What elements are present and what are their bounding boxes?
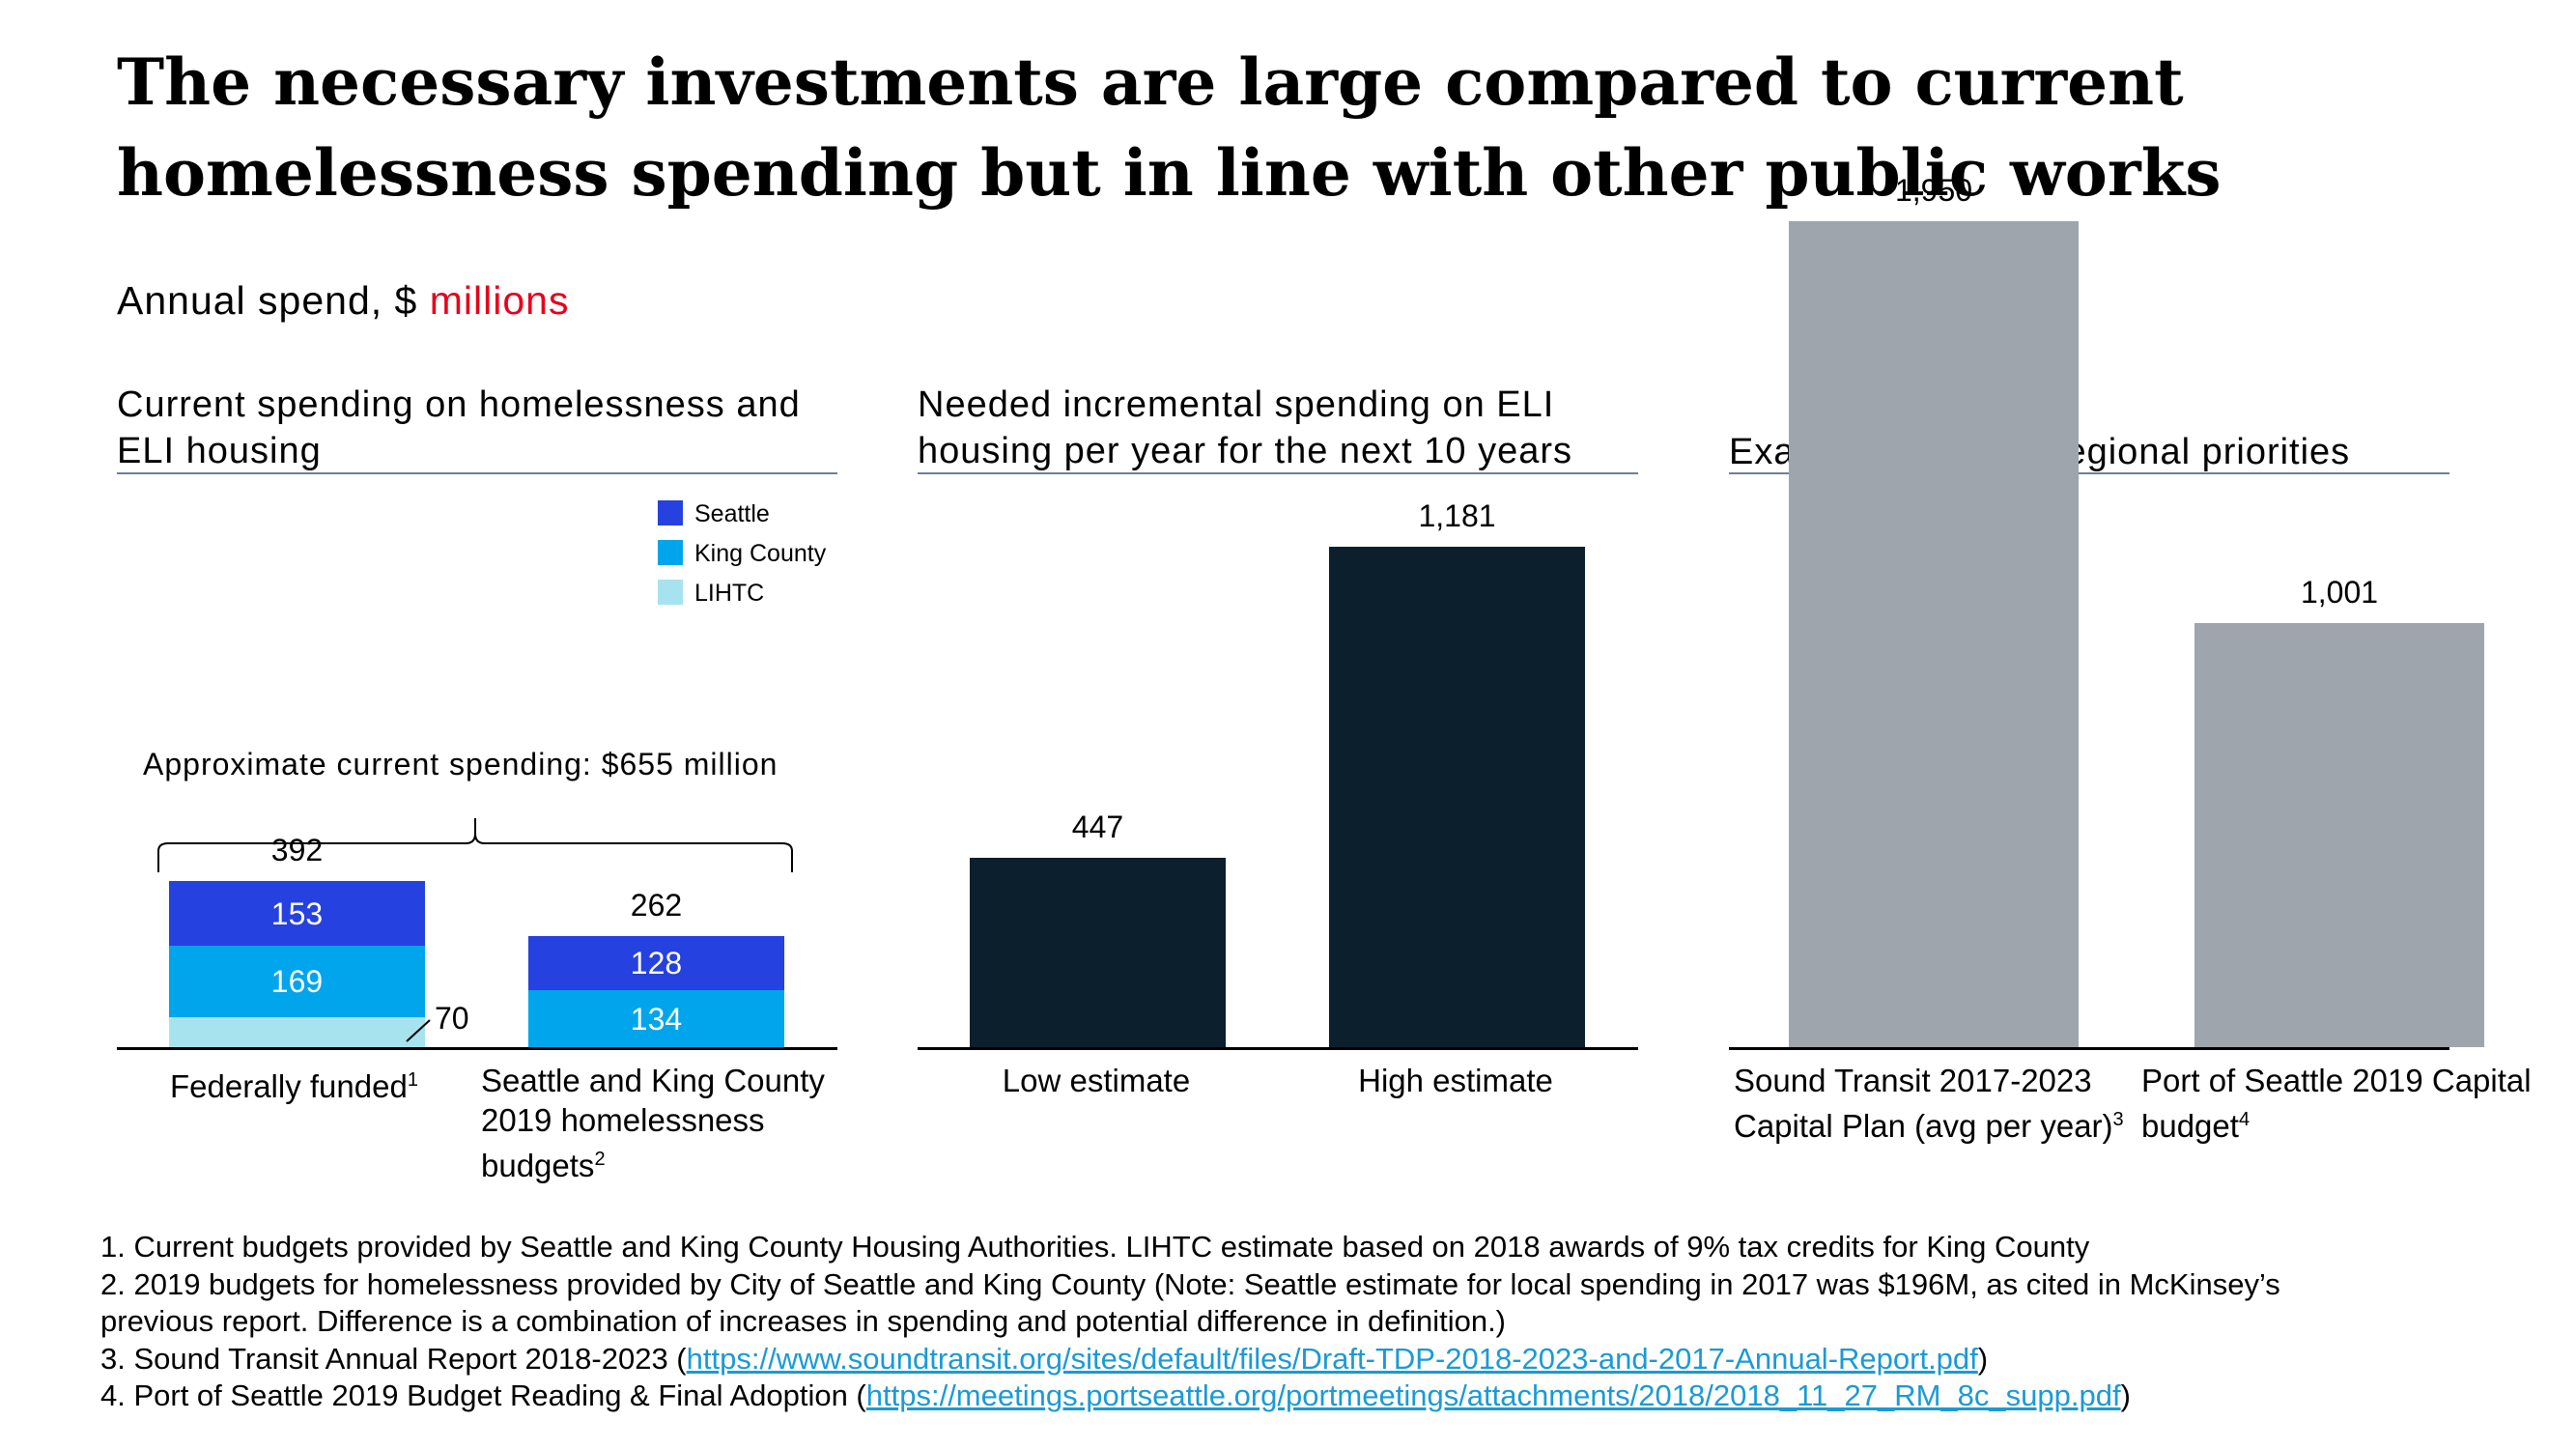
footnote-ref-1: 1 bbox=[407, 1069, 418, 1091]
bar-seattle-2 bbox=[528, 936, 784, 991]
other-value-label-2: 1,001 bbox=[2300, 575, 2379, 611]
footnote-4: 4. Port of Seattle 2019 Budget Reading &… bbox=[100, 1378, 2515, 1415]
category-label-high-estimate: High estimate bbox=[1358, 1063, 1553, 1098]
panel-rule-current bbox=[117, 472, 837, 474]
footnote-3: 3. Sound Transit Annual Report 2018-2023… bbox=[100, 1341, 2515, 1378]
legend-label-lihtc: LIHTC bbox=[694, 580, 765, 607]
category-label-seattle-king-budgets: Seattle and King County 2019 homelessnes… bbox=[481, 1061, 848, 1185]
value-label-king-county-1: 169 bbox=[270, 964, 324, 1000]
bar-king-county-2 bbox=[528, 990, 784, 1047]
category-text-federally-funded: Federally funded bbox=[170, 1068, 408, 1104]
lihtc-leader-line bbox=[406, 1019, 431, 1042]
value-label-king-county-2: 134 bbox=[630, 1001, 683, 1037]
category-label-low-estimate: Low estimate bbox=[1002, 1063, 1191, 1098]
baseline-other bbox=[1729, 1047, 2449, 1050]
needed-value-label-1: 447 bbox=[1071, 809, 1124, 844]
footnote-2-line-1: 2. 2019 budgets for homelessness provide… bbox=[100, 1266, 2280, 1301]
panel-rule-needed bbox=[918, 472, 1638, 474]
footnote-4-text: 4. Port of Seattle 2019 Budget Reading &… bbox=[100, 1378, 866, 1412]
page-title: The necessary investments are large comp… bbox=[117, 44, 2222, 211]
other-bar-1 bbox=[1789, 220, 2079, 1047]
footnote-2-line-2: previous report. Difference is a combina… bbox=[100, 1304, 1507, 1338]
legend-swatch-king-county bbox=[658, 540, 683, 565]
bar-seattle-1 bbox=[169, 881, 425, 947]
other-value-label-1: 1,950 bbox=[1894, 172, 1973, 208]
bar-lihtc-1 bbox=[169, 1017, 425, 1047]
footnote-4-link[interactable]: https://meetings.portseattle.org/portmee… bbox=[865, 1378, 2121, 1412]
legend-swatch-seattle bbox=[658, 500, 683, 526]
category-label-port-of-seattle: Port of Seattle 2019 Capital budget4 bbox=[2141, 1061, 2557, 1146]
footnote-ref-2: 2 bbox=[594, 1149, 606, 1170]
brace-annotation-label: Approximate current spending: $655 milli… bbox=[143, 747, 778, 781]
category-text-sound-transit: Sound Transit 2017-2023 Capital Plan (av… bbox=[1734, 1063, 2113, 1144]
bar-king-county-1 bbox=[169, 946, 425, 1018]
needed-bar-1 bbox=[970, 857, 1226, 1047]
brace-annotation bbox=[157, 818, 793, 872]
total-label-2: 262 bbox=[630, 888, 683, 923]
footnote-3-close: ) bbox=[1977, 1341, 1989, 1376]
legend-swatch-lihtc bbox=[658, 580, 683, 605]
footnotes: 1. Current budgets provided by Seattle a… bbox=[100, 1229, 2515, 1415]
footnote-3-link[interactable]: https://www.soundtransit.org/sites/defau… bbox=[686, 1341, 1978, 1376]
footnote-ref-4: 4 bbox=[2238, 1109, 2250, 1130]
value-label-seattle-1: 153 bbox=[270, 895, 324, 931]
panel-title-current: Current spending on homelessness and ELI… bbox=[117, 384, 801, 471]
panel-title-needed: Needed incremental spending on ELI housi… bbox=[918, 384, 1573, 471]
other-bar-2 bbox=[2194, 623, 2484, 1047]
footnote-1: 1. Current budgets provided by Seattle a… bbox=[100, 1230, 2090, 1264]
category-text-seattle-king-budgets: Seattle and King County 2019 homelessnes… bbox=[481, 1063, 825, 1183]
subtitle-prefix: Annual spend, $ bbox=[117, 278, 430, 323]
footnote-4-close: ) bbox=[2120, 1378, 2131, 1412]
panel-rule-other bbox=[1729, 472, 2449, 474]
category-label-federally-funded: Federally funded1 bbox=[170, 1061, 479, 1106]
legend-label-seattle: Seattle bbox=[694, 500, 770, 527]
value-label-lihtc-1: 70 bbox=[435, 1001, 469, 1036]
category-label-sound-transit: Sound Transit 2017-2023 Capital Plan (av… bbox=[1734, 1061, 2149, 1146]
value-label-seattle-2: 128 bbox=[630, 946, 683, 981]
footnote-ref-3: 3 bbox=[2112, 1109, 2124, 1130]
total-label-1: 392 bbox=[270, 833, 324, 868]
chart-subtitle: Annual spend, $ millions bbox=[117, 278, 569, 324]
needed-bar-2 bbox=[1329, 547, 1585, 1047]
needed-value-label-2: 1,181 bbox=[1418, 498, 1496, 534]
baseline-needed bbox=[918, 1047, 1638, 1050]
category-text-port-of-seattle: Port of Seattle 2019 Capital budget bbox=[2141, 1063, 2532, 1144]
legend-label-king-county: King County bbox=[694, 540, 827, 567]
baseline-current bbox=[117, 1047, 837, 1050]
subtitle-unit: millions bbox=[429, 278, 570, 323]
footnote-3-text: 3. Sound Transit Annual Report 2018-2023… bbox=[100, 1341, 687, 1376]
